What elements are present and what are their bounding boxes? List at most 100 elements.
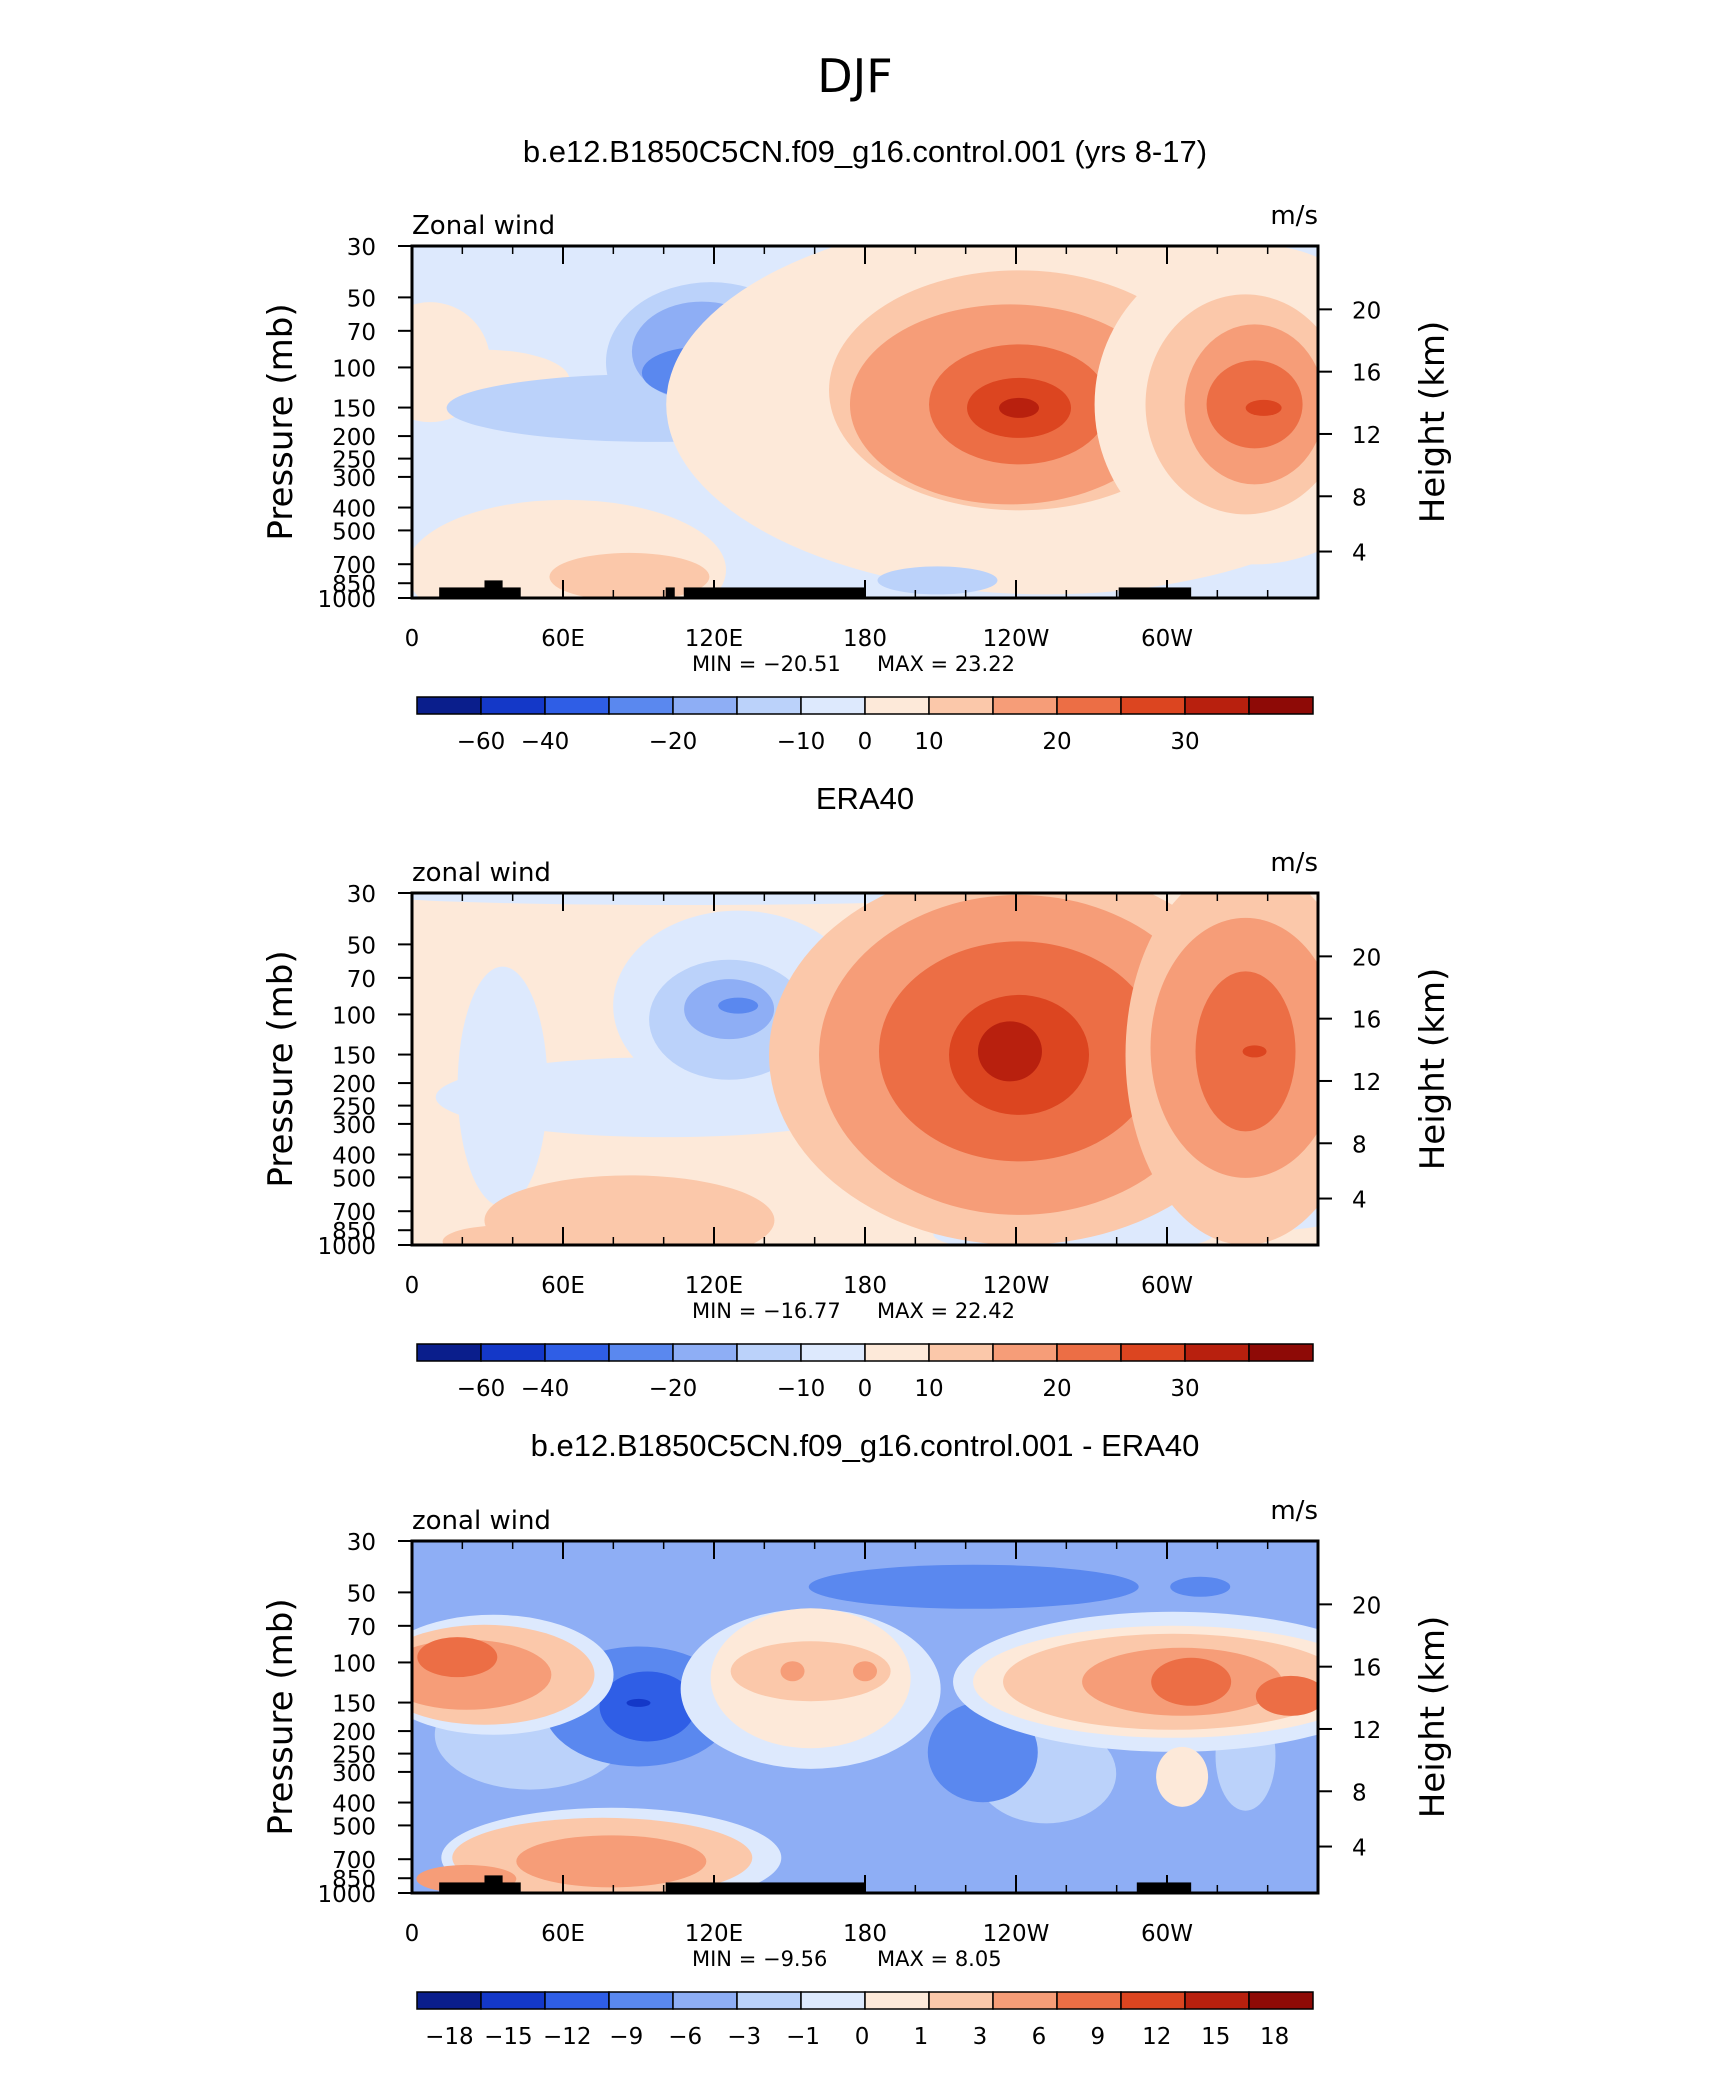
x-tick-label: 180: [843, 626, 887, 652]
contour-region: [730, 1641, 891, 1702]
colorbar-label: 30: [1170, 1376, 1199, 1402]
y-tick-label: 700: [332, 1848, 376, 1874]
y2-axis-label: Height (km): [1413, 1616, 1453, 1819]
x-tick-label: 180: [843, 1921, 887, 1947]
page-title: DJF: [817, 49, 892, 103]
colorbar-swatch: [1056, 1991, 1122, 2010]
y-axis-label: Pressure (mb): [261, 303, 301, 540]
colorbar-label: −1: [786, 2024, 820, 2050]
colorbar-swatch: [672, 1343, 738, 1362]
colorbar-swatch: [1056, 1343, 1122, 1362]
y2-tick-label: 4: [1352, 541, 1367, 567]
contour-region: [999, 397, 1040, 418]
colorbar-swatch: [544, 1343, 610, 1362]
y-axis-label: Pressure (mb): [261, 950, 301, 1187]
y-tick-label: 250: [332, 448, 376, 474]
contour-region: [1255, 1675, 1318, 1716]
colorbar-swatch: [1248, 1343, 1314, 1362]
y-tick-label: 500: [332, 1814, 376, 1840]
contour-region: [549, 552, 710, 598]
colorbar-swatch: [736, 1343, 802, 1362]
y-tick-label: 150: [332, 1044, 376, 1070]
y2-tick-label: 20: [1352, 298, 1381, 324]
y-tick-label: 50: [347, 1581, 376, 1607]
colorbar-label: −3: [727, 2024, 761, 2050]
colorbar-swatch: [608, 696, 674, 715]
colorbar-label: 30: [1170, 729, 1199, 755]
y-tick-label: 100: [332, 356, 376, 382]
colorbar-label: 3: [973, 2024, 988, 2050]
colorbar-swatch: [1120, 1991, 1186, 2010]
colorbar-label: 20: [1042, 1376, 1071, 1402]
colorbar-swatch: [544, 1991, 610, 2010]
y-tick-label: 500: [332, 519, 376, 545]
y-tick-label: 500: [332, 1166, 376, 1192]
x-tick-label: 120W: [983, 626, 1050, 652]
colorbar-swatch: [800, 1343, 866, 1362]
y-tick-label: 70: [347, 320, 376, 346]
y2-tick-label: 20: [1352, 1593, 1381, 1619]
contour-region: [977, 1021, 1042, 1082]
y-tick-label: 100: [332, 1651, 376, 1677]
y-tick-label: 70: [347, 967, 376, 993]
topography-mask: [683, 587, 865, 598]
y2-tick-label: 16: [1352, 361, 1381, 387]
y2-axis-label: Height (km): [1413, 968, 1453, 1171]
y-tick-label: 1000: [317, 1234, 376, 1260]
max-value-label: MAX = 22.42: [877, 1299, 1015, 1323]
y-tick-label: 300: [332, 1761, 376, 1787]
colorbar-swatch: [672, 1991, 738, 2010]
colorbar-label: −12: [543, 2024, 592, 2050]
y-tick-label: 70: [347, 1615, 376, 1641]
colorbar-label: 0: [858, 729, 873, 755]
colorbar-swatch: [480, 1991, 546, 2010]
contour-region: [599, 1671, 696, 1742]
contour-region: [1156, 1746, 1209, 1807]
min-value-label: MIN = −20.51: [692, 652, 841, 676]
y2-tick-label: 12: [1352, 1718, 1381, 1744]
x-tick-label: 120E: [685, 626, 743, 652]
colorbar-swatch: [864, 1343, 930, 1362]
colorbar-swatch: [992, 696, 1058, 715]
colorbar-swatch: [480, 696, 546, 715]
colorbar-label: 1: [914, 2024, 929, 2050]
colorbar-label: −20: [649, 729, 698, 755]
contour-region: [1170, 1576, 1231, 1597]
colorbar-swatch: [736, 696, 802, 715]
colorbar-label: −18: [425, 2024, 474, 2050]
colorbar-label: −6: [668, 2024, 702, 2050]
min-value-label: MIN = −9.56: [692, 1947, 827, 1971]
colorbar-label: −60: [457, 1376, 506, 1402]
colorbar-label: −10: [777, 1376, 826, 1402]
topography-mask: [439, 1882, 521, 1893]
colorbar-label: 12: [1142, 2024, 1171, 2050]
contour-field: [412, 246, 1318, 598]
colorbar-label: −15: [484, 2024, 533, 2050]
colorbar-label: −60: [457, 729, 506, 755]
min-value-label: MIN = −16.77: [692, 1299, 841, 1323]
y2-tick-label: 8: [1352, 485, 1367, 511]
colorbar: −60 −40 −20 −10 0 10 20 30: [416, 696, 1314, 755]
y-tick-label: 1000: [317, 1882, 376, 1908]
colorbar-label: 18: [1260, 2024, 1289, 2050]
contour-region: [626, 1698, 651, 1707]
colorbar-label: −20: [649, 1376, 698, 1402]
max-value-label: MAX = 8.05: [877, 1947, 1002, 1971]
x-tick-label: 120W: [983, 1921, 1050, 1947]
colorbar-label: −40: [521, 1376, 570, 1402]
topography-mask: [1136, 1882, 1192, 1893]
x-tick-label: 0: [405, 626, 420, 652]
contour-region: [417, 1637, 498, 1678]
colorbar-swatch: [416, 1991, 482, 2010]
colorbar-label: −40: [521, 729, 570, 755]
colorbar-swatch: [992, 1343, 1058, 1362]
colorbar-swatch: [544, 696, 610, 715]
y-tick-label: 200: [332, 425, 376, 451]
y-tick-label: 30: [347, 882, 376, 908]
contour-region: [853, 1661, 877, 1682]
contour-region: [1245, 399, 1282, 416]
y-tick-label: 30: [347, 1530, 376, 1556]
y-tick-label: 50: [347, 286, 376, 312]
contour-region: [1242, 1045, 1267, 1058]
y-tick-label: 850: [332, 572, 376, 598]
